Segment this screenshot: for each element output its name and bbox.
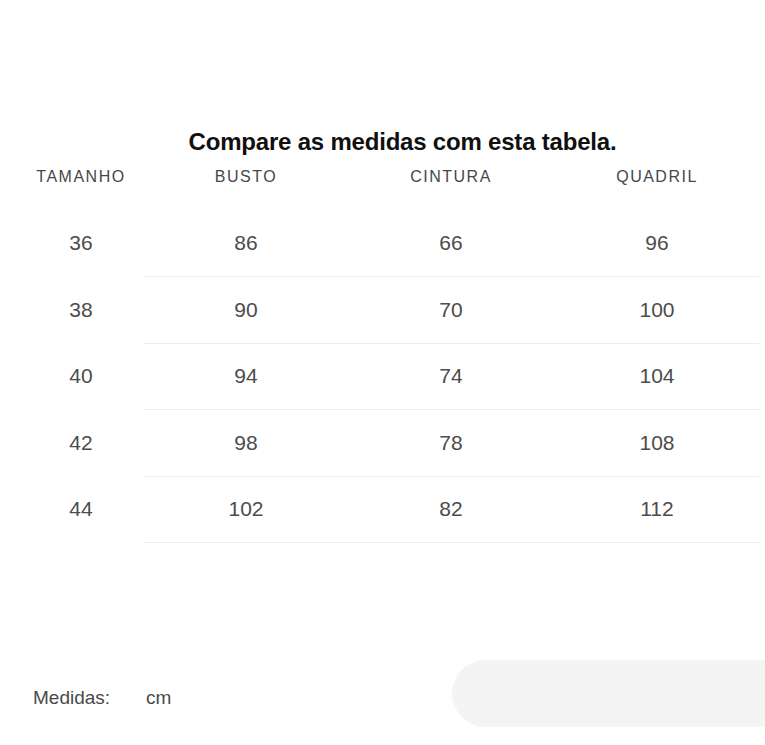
cell-tamanho: 42	[0, 431, 162, 455]
cell-busto: 90	[162, 298, 330, 322]
table-row: 40 94 74 104	[0, 343, 742, 410]
measures-label: Medidas:	[33, 687, 110, 708]
table-row: 44 102 82 112	[0, 476, 742, 543]
cell-quadril: 112	[572, 497, 742, 521]
cell-cintura: 82	[330, 497, 572, 521]
row-divider	[144, 476, 759, 477]
size-table-body: 36 86 66 96 38 90 70 100 40 94 74 104 42…	[0, 210, 742, 543]
cell-quadril: 104	[572, 364, 742, 388]
cell-quadril: 96	[572, 231, 742, 255]
page-title: Compare as medidas com esta tabela.	[40, 128, 765, 156]
pill-shape	[452, 660, 765, 727]
row-divider	[144, 343, 759, 344]
size-table-header-row: TAMANHO BUSTO CINTURA QUADRIL	[0, 168, 742, 186]
cell-cintura: 70	[330, 298, 572, 322]
table-row: 42 98 78 108	[0, 410, 742, 477]
measures-unit: cm	[146, 687, 171, 708]
column-header-cintura: CINTURA	[330, 168, 572, 186]
cell-cintura: 74	[330, 364, 572, 388]
cell-busto: 98	[162, 431, 330, 455]
cell-tamanho: 40	[0, 364, 162, 388]
row-divider	[144, 276, 759, 277]
cell-quadril: 108	[572, 431, 742, 455]
column-header-quadril: QUADRIL	[572, 168, 742, 186]
cell-tamanho: 36	[0, 231, 162, 255]
cell-busto: 86	[162, 231, 330, 255]
cell-cintura: 66	[330, 231, 572, 255]
cell-busto: 94	[162, 364, 330, 388]
cell-tamanho: 44	[0, 497, 162, 521]
table-row: 38 90 70 100	[0, 277, 742, 344]
row-divider	[144, 542, 759, 543]
table-row: 36 86 66 96	[0, 210, 742, 277]
column-header-busto: BUSTO	[162, 168, 330, 186]
cell-busto: 102	[162, 497, 330, 521]
row-divider	[144, 409, 759, 410]
cell-quadril: 100	[572, 298, 742, 322]
cell-tamanho: 38	[0, 298, 162, 322]
column-header-tamanho: TAMANHO	[0, 168, 162, 186]
cell-cintura: 78	[330, 431, 572, 455]
measures-footer: Medidas: cm	[33, 687, 171, 709]
